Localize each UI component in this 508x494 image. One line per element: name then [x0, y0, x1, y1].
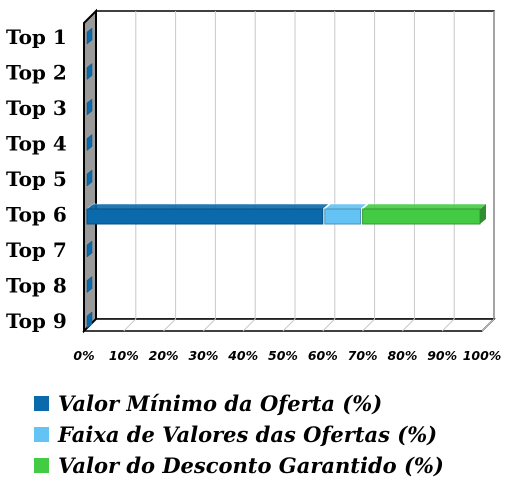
category-label: Top 8 [6, 274, 67, 298]
x-tick-label: 10% [109, 348, 139, 363]
gridline-floor [242, 318, 256, 332]
x-tick-label: 0% [73, 348, 94, 363]
legend-swatch-faixa-valores [34, 427, 49, 442]
category-label: Top 2 [6, 61, 67, 85]
category-label: Top 1 [6, 25, 67, 49]
bar [324, 208, 362, 225]
bar-end-cap [480, 204, 486, 224]
gridline-floor [362, 318, 375, 332]
bar-top [361, 203, 487, 210]
gridline-floor [123, 318, 137, 332]
category-axis-labels: Top 1 Top 2 Top 3 Top 4 Top 5 Top 6 Top 7 Top 8… [6, 25, 67, 333]
category-label: Top 7 [6, 238, 67, 262]
plot-side-wall [83, 8, 97, 334]
legend-swatch-desconto-garantido [34, 458, 49, 473]
bar-stub [86, 62, 93, 81]
x-tick-label: 40% [227, 348, 258, 363]
bar-stub [86, 27, 93, 45]
gridline-floor [322, 318, 336, 332]
gridline-floor [481, 318, 495, 332]
x-tick-label: 20% [149, 348, 179, 363]
bar-top [86, 203, 330, 210]
legend-item-desconto-garantido: Valor do Desconto Garantido (%) [34, 450, 444, 481]
legend-label-desconto-garantido: Valor do Desconto Garantido (%) [58, 453, 444, 478]
legend-item-valor-minimo: Valor Mínimo da Oferta (%) [34, 388, 444, 419]
plot-back-wall [82, 10, 496, 332]
bar [362, 208, 481, 225]
x-tick-label: 80% [387, 348, 417, 363]
bar-stub [86, 133, 93, 152]
category-label: Top 9 [6, 309, 67, 333]
bar-stub [86, 240, 93, 258]
category-label: Top 6 [6, 203, 67, 227]
bar-stub [86, 98, 93, 116]
bar [86, 208, 324, 225]
gridline-floor [282, 318, 296, 332]
bar-stub [86, 169, 93, 187]
value-axis-labels: 0% 10% 20% 30% 40% 50% 60% 70% 80% 90% 100% [73, 348, 501, 363]
bar-stub [86, 311, 93, 329]
legend-label-faixa-valores: Faixa de Valores das Ofertas (%) [58, 422, 438, 447]
x-tick-label: 60% [308, 348, 338, 363]
gridline-floor [441, 318, 455, 332]
category-label: Top 3 [6, 96, 67, 120]
legend-item-faixa-valores: Faixa de Valores das Ofertas (%) [34, 419, 444, 450]
legend-swatch-valor-minimo [34, 396, 49, 411]
legend: Valor Mínimo da Oferta (%) Faixa de Valo… [34, 388, 444, 481]
bars [86, 203, 487, 225]
x-tick-label: 70% [348, 348, 378, 363]
legend-label-valor-minimo: Valor Mínimo da Oferta (%) [58, 391, 383, 416]
gridline-floor [402, 318, 415, 332]
bar-stub [86, 275, 93, 294]
gridlines [83, 11, 495, 332]
x-tick-label: 100% [463, 348, 502, 363]
x-tick-label: 90% [427, 348, 457, 363]
x-tick-label: 30% [188, 348, 218, 363]
x-tick-label: 50% [268, 348, 298, 363]
gridline-floor [203, 318, 216, 332]
bar-top [324, 203, 368, 210]
category-label: Top 4 [6, 132, 67, 156]
category-label: Top 5 [6, 167, 67, 191]
gridline-floor [163, 318, 176, 332]
